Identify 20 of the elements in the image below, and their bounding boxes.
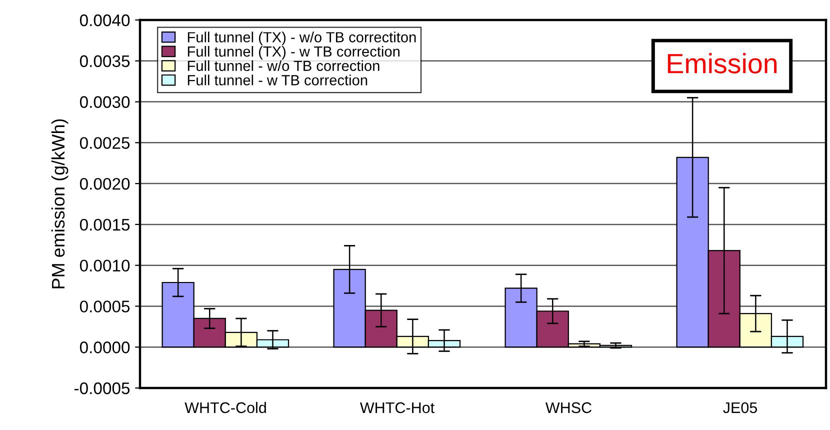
y-tick-label: 0.0005	[80, 300, 130, 312]
x-tick-label: WHTC-Cold	[184, 402, 266, 414]
legend-label: Full tunnel (TX) - w TB correction	[188, 46, 400, 60]
x-tick-label: JE05	[723, 402, 758, 414]
y-tick-label: 0.0030	[80, 96, 130, 108]
x-tick-label: WHTC-Hot	[360, 402, 434, 414]
y-tick-label: 0.0000	[80, 342, 130, 354]
legend-label: Full tunnel (TX) - w/o TB correctiton	[188, 32, 416, 46]
y-tick-label: 0.0025	[80, 137, 130, 149]
y-axis-title: PM emission (g/kWh)	[51, 119, 68, 288]
y-tick-label: 0.0020	[80, 178, 130, 190]
annotation: Emission	[668, 53, 777, 74]
y-tick-label: 0.0035	[80, 55, 130, 68]
y-tick-label: 0.0010	[80, 260, 130, 272]
x-tick-label: WHSC	[545, 402, 592, 414]
legend-label: Full tunnel - w TB correction	[188, 74, 368, 86]
y-tick-label: -0.0005	[74, 382, 130, 394]
legend-label: Full tunnel - w/o TB correction	[188, 60, 380, 72]
y-tick-label: 0.0015	[80, 218, 130, 231]
y-tick-label: 0.0040	[80, 14, 130, 26]
